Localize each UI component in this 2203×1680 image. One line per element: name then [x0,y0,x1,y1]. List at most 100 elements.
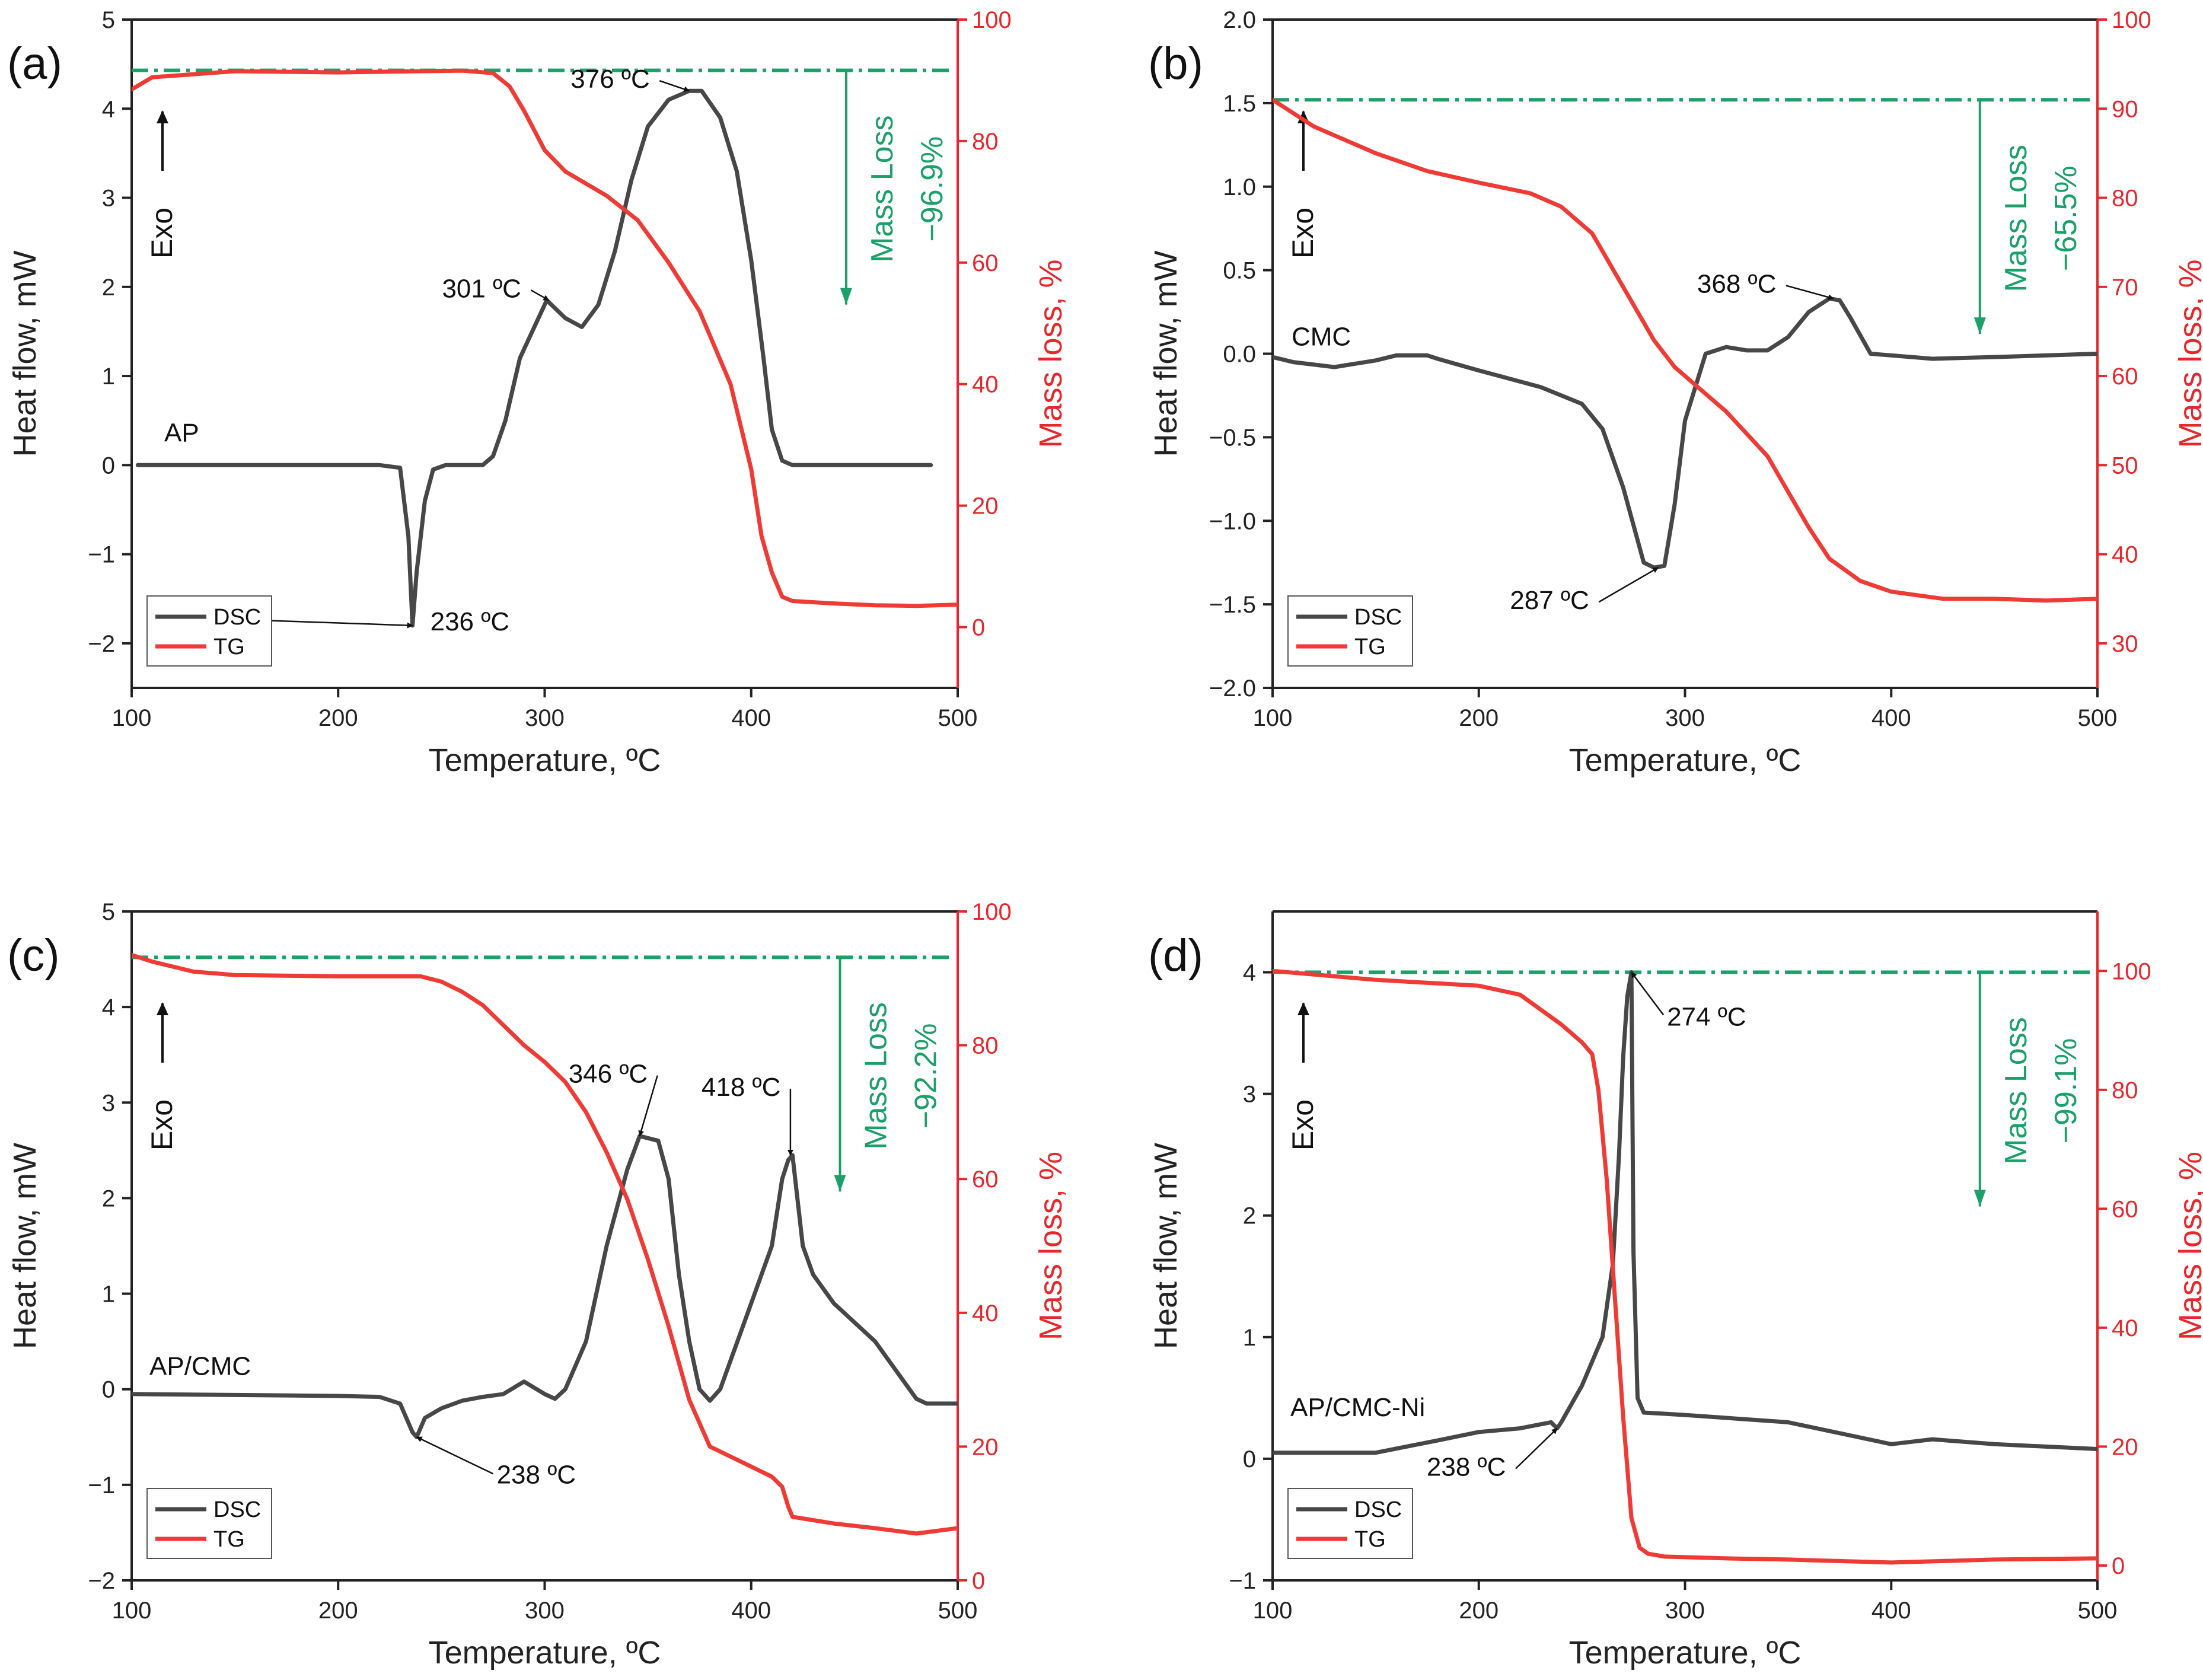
y-right-tick-label: 100 [972,899,1012,925]
x-tick-label: 400 [731,705,771,731]
y-left-tick-label: −1.5 [1209,592,1256,618]
x-tick-label: 100 [112,1598,152,1624]
dsc-curve [132,1134,958,1439]
y-left-axis-label: Heat flow, mW [1148,1143,1184,1349]
peak-annotation: 236 ºC [431,607,509,636]
legend-label-tg: TG [213,635,245,659]
annotation-leader [530,289,550,301]
legend-label-tg: TG [1354,635,1386,659]
x-tick-label: 100 [1253,1598,1293,1624]
panel-c: 100 200 300 400 500 −2 −1 0 1 2 3 4 5 0 20 40 60 80 100 Tem… [7,899,1069,1671]
y-right-tick-label: 20 [972,493,999,519]
y-right-tick-label: 60 [972,250,999,276]
peak-annotation: 301 ºC [442,274,521,303]
y-left-tick-label: 1 [1243,1325,1256,1351]
x-axis-label: Temperature, ºC [1569,1635,1802,1671]
y-left-tick-label: 0 [1243,1446,1256,1472]
series-group [1273,97,2097,603]
y-right-tick-label: 80 [2112,1078,2138,1104]
annotation-leader [1598,567,1659,603]
y-right-tick-label: 60 [972,1166,999,1193]
y-left-tick-label: 1 [102,364,115,390]
x-tick-label: 100 [112,705,152,731]
x-tick-label: 400 [1872,705,1911,731]
x-tick-label: 400 [1872,1598,1911,1624]
y-right-tick-label: 0 [2112,1553,2125,1579]
mass-loss-label: Mass Loss [1999,145,2033,292]
panel-b: 100 200 300 400 500 −2.0 −1.5 −1.0 −0.5 0.0 0.5 1.0… [1148,7,2203,778]
x-axis-label: Temperature, ºC [429,742,661,778]
annotation-leader [638,1075,658,1137]
y-left-tick-label: −1 [88,1472,115,1499]
peak-annotation: 274 ºC [1667,1003,1746,1032]
y-left-tick-label: −1 [88,542,115,568]
panel-label: (d) [1148,930,1203,981]
x-axis-label: Temperature, ºC [1569,742,1802,778]
y-left-tick-label: 3 [102,1090,115,1116]
x-tick-label: 300 [1665,705,1705,731]
y-right-tick-label: 60 [2112,364,2138,390]
y-left-tick-label: 4 [102,994,115,1021]
tg-curve [132,952,958,1536]
mass-loss-value: −65.5% [2049,165,2083,271]
x-tick-label: 200 [1459,1598,1499,1624]
y-left-tick-label: 0 [102,1377,115,1403]
y-left-tick-label: 2 [102,275,115,301]
y-left-axis-label: Heat flow, mW [7,1143,43,1349]
y-left-tick-label: −2 [88,631,115,657]
x-tick-label: 300 [525,705,565,731]
exo-label: Exo [145,1099,178,1150]
y-left-tick-label: 5 [102,899,115,925]
x-tick-label: 300 [1665,1598,1705,1624]
dsc-curve [135,88,933,628]
y-right-tick-label: 70 [2112,275,2138,301]
legend-label-dsc: DSC [1354,605,1402,630]
mass-loss-value: −96.9% [915,136,949,242]
y-left-tick-label: −2.0 [1209,675,1256,702]
exo-label: Exo [1286,208,1319,259]
panel-d: 100 200 300 400 500−101234020406080100Temper… [1148,910,2203,1671]
y-right-tick-label: 40 [2112,1315,2138,1341]
y-left-tick-label: 1 [102,1281,115,1308]
peak-annotation: 238 ºC [497,1460,576,1489]
peak-annotation: 287 ºC [1510,586,1589,615]
x-tick-label: 300 [525,1598,565,1624]
y-left-tick-label: −1 [1229,1568,1256,1594]
x-tick-label: 500 [2078,705,2118,731]
exo-label: Exo [145,208,178,259]
x-tick-label: 500 [938,1598,978,1624]
y-left-tick-label: −0.5 [1209,425,1256,451]
y-right-tick-label: 60 [2112,1196,2138,1222]
panel-label: (c) [7,930,60,981]
peak-annotation: 368 ºC [1697,270,1776,299]
y-right-axis-label: Mass loss, % [1033,1152,1069,1340]
panel-label: (b) [1148,39,1203,89]
legend-box [146,1488,272,1559]
legend-box [1287,595,1413,667]
y-right-axis-label: Mass loss, % [2173,1152,2203,1340]
x-tick-label: 200 [318,1598,358,1624]
x-tick-label: 200 [318,705,358,731]
y-right-axis-label: Mass loss, % [1033,259,1069,448]
peak-annotation: 238 ºC [1427,1453,1506,1482]
x-axis-label: Temperature, ºC [429,1635,661,1671]
x-tick-label: 500 [938,705,978,731]
annotation-leader [416,1436,494,1475]
tg-curve [132,68,958,608]
y-right-tick-label: 50 [2112,452,2138,479]
series-group [1273,968,2097,1565]
sample-label: CMC [1292,322,1351,351]
y-right-tick-label: 40 [2112,542,2138,568]
panel-a: 100 200 300 400 500 −2 −1 0 1 2 3 4 5 0 20 40 60 80 100 Tem… [7,7,1069,778]
x-tick-label: 100 [1253,705,1293,731]
dsc-curve [1273,970,2097,1455]
legend-label-tg: TG [1354,1527,1386,1552]
y-left-tick-label: 1.5 [1223,91,1256,117]
mass-loss-label: Mass Loss [859,1002,893,1150]
y-right-tick-label: 100 [2112,958,2151,984]
y-right-tick-label: 20 [972,1434,999,1460]
peak-annotation: 376 ºC [570,65,649,94]
peak-annotation: 418 ºC [702,1073,780,1102]
mass-loss-label: Mass Loss [865,115,900,263]
